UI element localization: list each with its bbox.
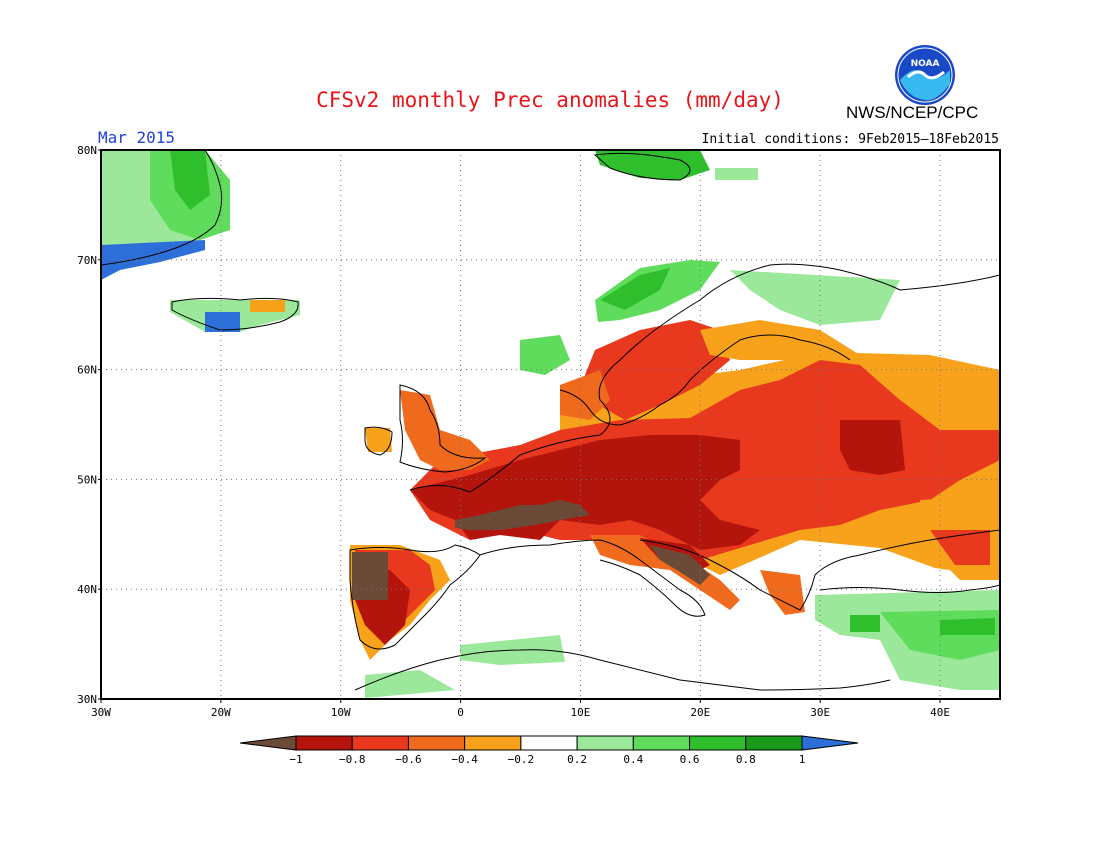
colorbar-box — [464, 735, 522, 751]
anomaly-svalbard-east — [715, 168, 758, 180]
svg-text:NOAA: NOAA — [911, 59, 940, 69]
anomaly-svalbard — [595, 150, 710, 180]
lon-tick-label: 20E — [690, 706, 710, 719]
colorbar-label: 0.4 — [623, 753, 643, 766]
colorbar-label: 0.6 — [680, 753, 700, 766]
map-title: CFSv2 monthly Prec anomalies (mm/day) — [316, 88, 784, 112]
colorbar-box — [576, 735, 634, 751]
lat-tick-label: 50N — [77, 473, 97, 486]
colorbar-box — [689, 735, 747, 751]
colorbar-label: −0.4 — [451, 753, 478, 766]
anomaly-france-brown — [455, 500, 590, 530]
lon-tick-label: 20W — [211, 706, 231, 719]
colorbar-box — [520, 735, 578, 751]
anomaly-greece — [760, 570, 805, 615]
lat-tick-label: 80N — [77, 144, 97, 157]
anomaly-caucasus-red — [930, 530, 990, 565]
anomaly-italy-orange — [590, 535, 740, 610]
anomaly-britain — [400, 390, 490, 470]
lat-tick-label: 40N — [77, 583, 97, 596]
colorbar-box — [632, 735, 691, 751]
lon-tick-label: 0 — [457, 706, 464, 719]
longitude-labels: 30W 20W 10W 0 10E 20E 30E 40E — [91, 699, 950, 719]
colorbar: −1 −0.8 −0.6 −0.4 −0.2 0.2 0.4 0.6 0.8 1 — [239, 735, 859, 766]
noaa-logo: NOAA — [894, 44, 956, 106]
lat-tick-label: 60N — [77, 364, 97, 377]
lat-tick-label: 70N — [77, 254, 97, 267]
colorbar-box — [295, 735, 353, 751]
anomaly-turkey-dark — [850, 615, 995, 635]
colorbar-arrow-high — [801, 735, 859, 751]
anomaly-finland-light — [730, 270, 900, 325]
colorbar-label: −1 — [289, 753, 302, 766]
anomaly-iceland-blue — [205, 312, 240, 332]
anomaly-north-africa-light — [365, 635, 565, 698]
anomaly-iberia-brown — [352, 552, 388, 600]
colorbar-label: 0.2 — [567, 753, 587, 766]
coastlines — [101, 150, 1000, 691]
anomaly-iceland-orange — [250, 300, 285, 312]
lon-tick-label: 30W — [91, 706, 111, 719]
lon-tick-label: 30E — [810, 706, 830, 719]
colorbar-box — [407, 735, 466, 751]
colorbar-box — [745, 735, 803, 751]
lat-tick-label: 30N — [77, 693, 97, 706]
anomaly-greenland-dark — [170, 150, 210, 210]
colorbar-label: −0.6 — [395, 753, 422, 766]
anomaly-baltic-orange — [700, 320, 860, 360]
colorbar-label: 1 — [799, 753, 806, 766]
colorbar-label: −0.2 — [508, 753, 535, 766]
colorbar-arrow-low — [239, 735, 297, 751]
lon-tick-label: 40E — [930, 706, 950, 719]
anomaly-norway-coast — [520, 335, 570, 375]
lon-tick-label: 10E — [571, 706, 591, 719]
agency-label: NWS/NCEP/CPC — [846, 103, 979, 122]
anomaly-scandinavia-edge — [560, 370, 610, 420]
forecast-month: Mar 2015 — [98, 128, 176, 147]
anomaly-greenland-blue — [101, 240, 205, 280]
map-frame — [100, 149, 1001, 700]
colorbar-box — [351, 735, 409, 751]
anomaly-norway-dark — [600, 268, 670, 310]
anomaly-field — [101, 150, 1000, 698]
anomaly-darkred-east — [840, 420, 905, 475]
anomaly-scandinavia — [585, 320, 730, 420]
anomaly-ireland — [365, 428, 392, 452]
initial-conditions: Initial conditions: 9Feb2015–18Feb2015 — [701, 132, 999, 147]
latitude-labels: 80N 70N 60N 50N 40N 30N — [77, 144, 101, 706]
colorbar-label: 0.8 — [736, 753, 756, 766]
colorbar-label: −0.8 — [339, 753, 366, 766]
lon-tick-label: 10W — [331, 706, 351, 719]
anomaly-italy-brown — [650, 545, 710, 585]
